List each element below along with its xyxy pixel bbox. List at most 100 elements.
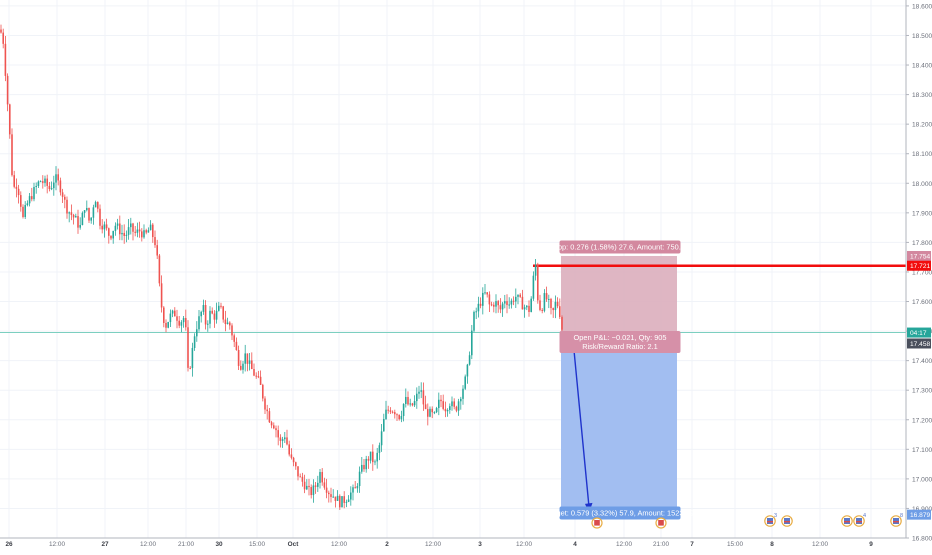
candle-body [484,292,486,294]
candle-body [559,306,561,318]
candle-body [336,495,339,501]
economic-event-icon[interactable] [781,515,793,527]
price-tick-label: 17.200 [912,417,932,424]
candle-body [314,485,317,487]
time-tick-label: 3 [478,541,482,548]
candle-body [81,212,84,226]
candle-body [488,294,491,305]
economic-event-icon[interactable]: 4 [853,513,866,527]
candle-body [224,319,227,325]
price-axis[interactable]: 18.600 18.500 18.400 18.300 18.200 18.100 18.0… [905,0,932,550]
candle-body [9,104,11,135]
position-zones[interactable] [561,255,677,515]
candle-body [79,225,81,228]
candle-body [317,482,319,487]
candle-body [275,428,277,431]
candle-body [523,307,526,310]
candle-body [253,369,255,376]
candle-body [534,265,537,276]
event-marker-icon[interactable] [655,517,667,529]
candle-body [127,227,130,235]
candle-body [132,223,134,232]
entry-label-text: Open P&L: −0.021, Qty: 905 [573,333,666,342]
candle-body [204,305,207,325]
price-lines [0,264,906,334]
target-label-text: Target: 0.579 (3.32%) 57.9, Amount: 1523… [546,509,694,518]
candle-body [466,364,469,377]
candle-body [50,188,53,190]
candle-body [64,196,66,200]
price-badge: 16.879 [907,509,931,520]
candle-body [229,322,231,326]
candle-body [297,466,299,477]
time-tick-label: Oct [288,541,300,548]
candle-body [17,188,20,196]
candle-body [55,174,57,183]
candle-body [4,43,7,76]
candle-body [319,472,321,483]
time-axis[interactable]: 26 12:00 27 12:00 21:00 30 15:00 Oct 12:00 2 12:00… [0,537,906,550]
candle-body [512,300,515,302]
price-badge-label: 17.721 [910,263,931,270]
candle-body [446,410,449,412]
candle-body [191,347,194,369]
take-profit-zone[interactable] [561,340,677,515]
candle-body [312,485,315,496]
candle-body [240,365,242,370]
candle-body [246,353,249,364]
candle-body [114,225,117,231]
candle-body [440,399,442,402]
candle-body [548,298,550,300]
candle-body [429,408,431,417]
candle-body [477,303,480,312]
candle-body [28,196,31,204]
candle-body [354,487,356,489]
economic-event-icon[interactable]: 8 [890,513,903,527]
candle-body [6,75,9,105]
candle-body [482,292,484,306]
candle-body [154,237,156,246]
candle-body [479,303,482,306]
candle-body [308,485,310,488]
stop-label-text: Stop: 0.276 (1.58%) 27.6, Amount: 750.22 [551,243,689,252]
time-tick-label: 30 [215,541,223,548]
candle-body [99,208,101,226]
candle-body [389,410,392,412]
economic-event-icon[interactable] [841,515,853,527]
price-tick-label: 17.800 [912,240,932,247]
candle-body [398,414,400,420]
candle-body [352,487,354,493]
candle-body [68,212,70,214]
time-tick-label: 12:00 [812,541,828,548]
candle-body [105,224,108,229]
candle-body [37,181,40,186]
candle-body [453,401,455,407]
candle-body [182,318,185,323]
stop-label-bg [559,240,681,254]
candle-body [44,178,46,183]
price-tick-label: 17.700 [912,269,932,276]
candle-body [77,216,79,228]
stop-loss-zone[interactable] [561,255,677,341]
candle-body [31,196,33,200]
candle-body [180,322,183,326]
candle-body [402,403,405,417]
economic-event-icon[interactable]: 3 [764,513,777,527]
candle-body [345,501,348,503]
candle-body [301,476,304,482]
candle-body [418,391,420,394]
candle-body [70,212,73,215]
candle-body [189,367,191,369]
price-tick-label: 17.300 [912,388,932,395]
candle-body [433,412,436,414]
candle-body [427,409,429,417]
candle-body [46,178,48,186]
event-marker-icon[interactable] [591,517,603,529]
candle-body [517,294,519,297]
price-badge-bg [907,250,931,261]
candle-body [405,396,407,404]
price-tick-label: 18.500 [912,33,932,40]
event-markers[interactable]: 3 4 8 [591,513,903,529]
